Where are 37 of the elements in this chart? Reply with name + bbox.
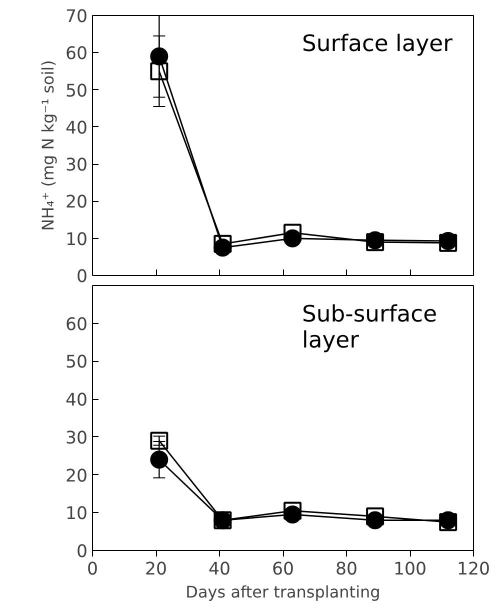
- point: [284, 229, 302, 248]
- y-axis-title: NH₄⁺ (mg N kg⁻¹ soil): [38, 60, 58, 231]
- y-tick-label: 10: [65, 230, 88, 250]
- point: [366, 511, 384, 530]
- annotation: Sub-surface layer: [302, 301, 438, 354]
- point: [214, 234, 232, 253]
- y-tick-label: 0: [76, 542, 88, 562]
- x-tick-label: 20: [144, 560, 168, 580]
- point: [366, 507, 384, 526]
- y-tick-label: 40: [65, 118, 88, 138]
- point: [150, 432, 168, 450]
- point: [284, 502, 302, 520]
- point: [284, 224, 302, 242]
- x-tick-label: 120: [456, 560, 490, 580]
- y-tick-label: 40: [65, 390, 88, 411]
- x-tick-label: 40: [208, 560, 231, 580]
- x-tick-label: 60: [272, 560, 294, 580]
- y-tick-label: 0: [76, 267, 88, 287]
- y-tick-label: 60: [65, 44, 88, 64]
- y-tick-label: 30: [65, 428, 88, 448]
- x-axis-title: Days after transplanting: [186, 582, 380, 602]
- point: [150, 62, 168, 80]
- x-tick-label: 100: [393, 560, 427, 580]
- y-tick-label: 50: [65, 81, 88, 102]
- y-tick-label: 20: [65, 192, 88, 213]
- y-tick-label: 10: [65, 504, 88, 524]
- y-tick-label: 30: [65, 156, 88, 176]
- y-tick-label: 20: [65, 466, 88, 486]
- y-tick-label: 70: [65, 7, 88, 27]
- y-tick-label: 60: [65, 314, 88, 335]
- x-tick-label: 80: [335, 560, 358, 580]
- point: [150, 47, 168, 66]
- y-tick-label: 50: [65, 352, 88, 373]
- annotation: Surface layer: [302, 31, 454, 58]
- point: [284, 506, 302, 524]
- point: [150, 450, 168, 469]
- point: [214, 238, 232, 257]
